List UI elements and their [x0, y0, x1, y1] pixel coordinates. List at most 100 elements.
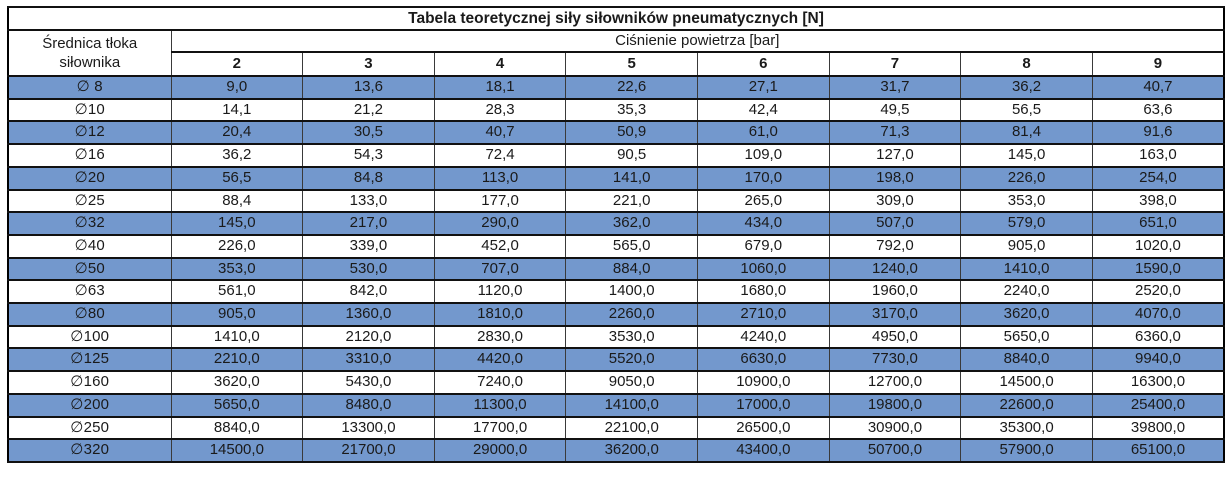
- value-cell: 353,0: [170, 256, 304, 282]
- value-cell: 8840,0: [170, 415, 304, 441]
- table-row: ∅63 561,0 842,0 1120,0 1400,0 1680,0 1960,0 224…: [7, 279, 1225, 305]
- value-cell: 71,3: [828, 120, 962, 146]
- value-cell: 7240,0: [433, 370, 567, 395]
- diameter-cell: ∅63: [7, 279, 172, 305]
- value-cell: 3310,0: [302, 347, 435, 373]
- diameter-cell: ∅50: [7, 256, 172, 282]
- value-cell: 127,0: [828, 143, 962, 168]
- value-cell: 19800,0: [828, 392, 962, 418]
- value-cell: 170,0: [697, 165, 830, 191]
- diameter-cell: ∅320: [7, 438, 172, 463]
- value-cell: 22100,0: [565, 415, 698, 441]
- table-row: ∅100 1410,0 2120,0 2830,0 3530,0 4240,0 4950,0…: [7, 324, 1225, 350]
- diameter-cell: ∅40: [7, 233, 172, 259]
- pressure-col-header: 2: [170, 51, 304, 77]
- value-cell: 145,0: [960, 143, 1093, 168]
- value-cell: 88,4: [170, 188, 304, 214]
- value-cell: 9050,0: [565, 370, 698, 395]
- value-cell: 43400,0: [697, 438, 830, 463]
- value-cell: 5650,0: [170, 392, 304, 418]
- value-cell: 12700,0: [828, 370, 962, 395]
- table-row: ∅40 226,0 339,0 452,0 565,0 679,0 792,0 905,0 10…: [7, 233, 1225, 259]
- value-cell: 353,0: [960, 188, 1093, 214]
- value-cell: 2210,0: [170, 347, 304, 373]
- value-cell: 217,0: [302, 211, 435, 236]
- diameter-cell: ∅200: [7, 392, 172, 418]
- value-cell: 49,5: [828, 97, 962, 123]
- value-cell: 398,0: [1091, 188, 1225, 214]
- table-title: Tabela teoretycznej siły siłowników pneu…: [7, 6, 1225, 31]
- value-cell: 309,0: [828, 188, 962, 214]
- value-cell: 198,0: [828, 165, 962, 191]
- value-cell: 133,0: [302, 188, 435, 214]
- pressure-col-header: 5: [565, 51, 698, 77]
- value-cell: 1240,0: [828, 256, 962, 282]
- value-cell: 1410,0: [960, 256, 1093, 282]
- value-cell: 145,0: [170, 211, 304, 236]
- value-cell: 18,1: [433, 75, 567, 100]
- pressure-col-header: 7: [828, 51, 962, 77]
- value-cell: 2830,0: [433, 324, 567, 350]
- group-header-row: Średnica tłoka siłownika Ciśnienie powie…: [7, 29, 1225, 77]
- value-cell: 1960,0: [828, 279, 962, 305]
- value-cell: 35,3: [565, 97, 698, 123]
- value-cell: 22600,0: [960, 392, 1093, 418]
- value-cell: 362,0: [565, 211, 698, 236]
- table-row: ∅160 3620,0 5430,0 7240,0 9050,0 10900,0 12700…: [7, 370, 1225, 395]
- value-cell: 14,1: [170, 97, 304, 123]
- value-cell: 17000,0: [697, 392, 830, 418]
- value-cell: 113,0: [433, 165, 567, 191]
- value-cell: 1060,0: [697, 256, 830, 282]
- value-cell: 40,7: [433, 120, 567, 146]
- value-cell: 3170,0: [828, 302, 962, 327]
- table-row: ∅ 8 9,0 13,6 18,1 22,6 27,1 31,7 36,2 40,7: [7, 75, 1225, 100]
- value-cell: 3620,0: [170, 370, 304, 395]
- value-cell: 90,5: [565, 143, 698, 168]
- value-cell: 792,0: [828, 233, 962, 259]
- diameter-cell: ∅12: [7, 120, 172, 146]
- value-cell: 2520,0: [1091, 279, 1225, 305]
- diameter-cell: ∅ 8: [7, 75, 172, 100]
- value-cell: 4240,0: [697, 324, 830, 350]
- value-cell: 1810,0: [433, 302, 567, 327]
- value-cell: 17700,0: [433, 415, 567, 441]
- value-cell: 4950,0: [828, 324, 962, 350]
- value-cell: 54,3: [302, 143, 435, 168]
- value-cell: 9940,0: [1091, 347, 1225, 373]
- diameter-cell: ∅100: [7, 324, 172, 350]
- table-row: ∅12 20,4 30,5 40,7 50,9 61,0 71,3 81,4 91,6: [7, 120, 1225, 146]
- pressure-col-header: 8: [960, 51, 1093, 77]
- value-cell: 1590,0: [1091, 256, 1225, 282]
- value-cell: 61,0: [697, 120, 830, 146]
- value-cell: 84,8: [302, 165, 435, 191]
- table-row: ∅250 8840,0 13300,0 17700,0 22100,0 26500,0 30…: [7, 415, 1225, 441]
- pressure-col-header: 6: [697, 51, 830, 77]
- diameter-cell: ∅125: [7, 347, 172, 373]
- value-cell: 452,0: [433, 233, 567, 259]
- value-cell: 10900,0: [697, 370, 830, 395]
- value-cell: 81,4: [960, 120, 1093, 146]
- value-cell: 8480,0: [302, 392, 435, 418]
- table-row: ∅16 36,2 54,3 72,4 90,5 109,0 127,0 145,0 163,0: [7, 143, 1225, 168]
- value-cell: 14500,0: [960, 370, 1093, 395]
- value-cell: 63,6: [1091, 97, 1225, 123]
- table-body: ∅ 8 9,0 13,6 18,1 22,6 27,1 31,7 36,2 40,7 ∅10 14,…: [7, 75, 1225, 463]
- table-row: ∅320 14500,0 21700,0 29000,0 36200,0 43400,0 5…: [7, 438, 1225, 463]
- value-cell: 163,0: [1091, 143, 1225, 168]
- value-cell: 4420,0: [433, 347, 567, 373]
- value-cell: 65100,0: [1091, 438, 1225, 463]
- value-cell: 507,0: [828, 211, 962, 236]
- value-cell: 28,3: [433, 97, 567, 123]
- value-cell: 14500,0: [170, 438, 304, 463]
- value-cell: 36200,0: [565, 438, 698, 463]
- value-cell: 42,4: [697, 97, 830, 123]
- diameter-cell: ∅32: [7, 211, 172, 236]
- table-row: ∅50 353,0 530,0 707,0 884,0 1060,0 1240,0 1410,…: [7, 256, 1225, 282]
- value-cell: 3620,0: [960, 302, 1093, 327]
- value-cell: 21700,0: [302, 438, 435, 463]
- value-cell: 8840,0: [960, 347, 1093, 373]
- value-cell: 20,4: [170, 120, 304, 146]
- value-cell: 7730,0: [828, 347, 962, 373]
- value-cell: 651,0: [1091, 211, 1225, 236]
